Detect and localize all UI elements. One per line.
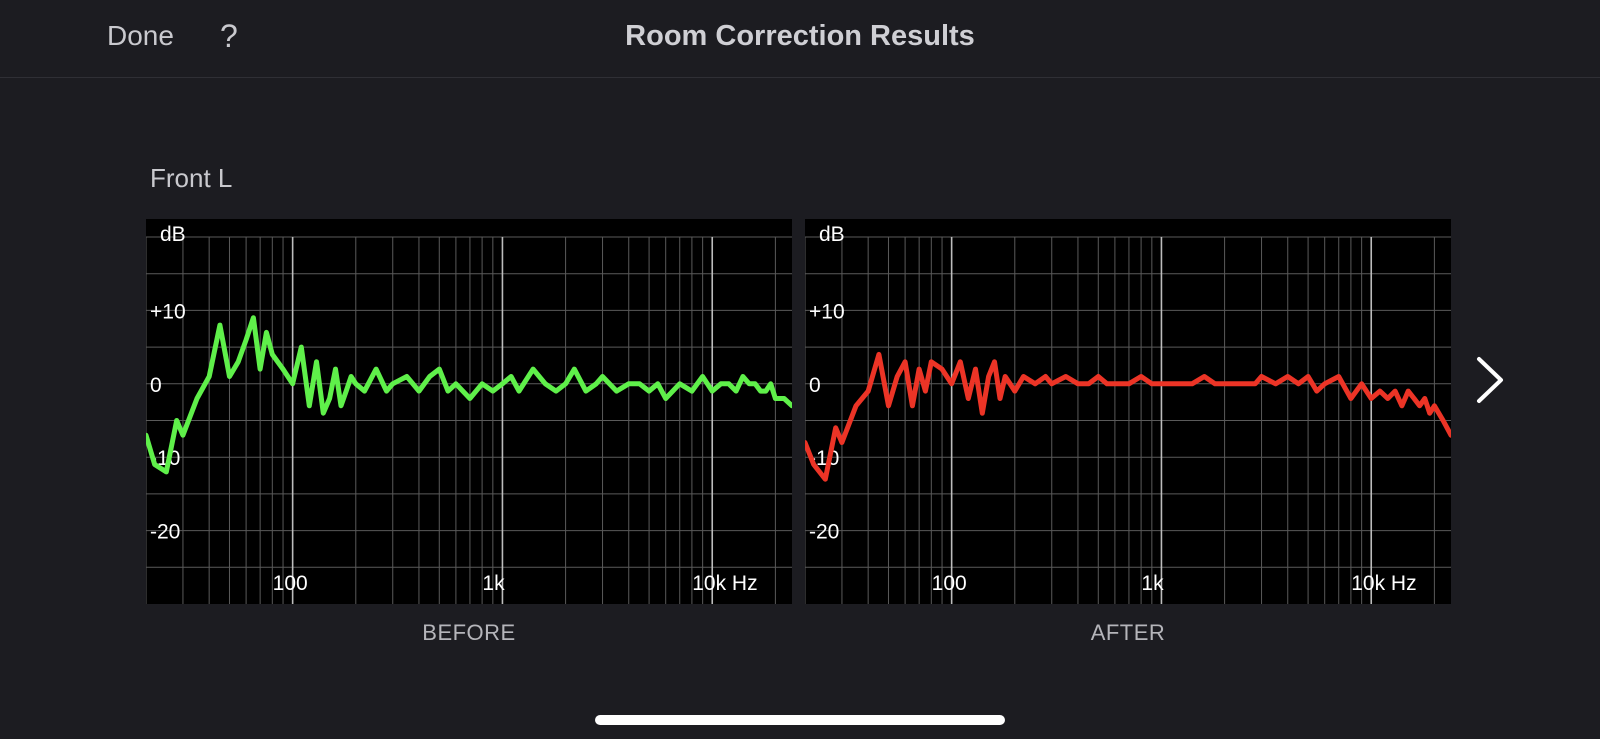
x-tick-label: 10k Hz (692, 572, 757, 595)
page-title: Room Correction Results (625, 20, 975, 52)
top-bar: Done ? Room Correction Results (0, 0, 1600, 78)
x-tick-label: 1k (482, 572, 505, 595)
y-axis-label: dB (160, 223, 186, 246)
y-tick-label: 0 (809, 374, 821, 397)
x-tick-label: 1k (1141, 572, 1164, 595)
y-axis-label: dB (819, 223, 845, 246)
next-chevron-button[interactable] (1470, 355, 1510, 405)
after-caption: AFTER (1090, 620, 1166, 645)
y-tick-label: -20 (809, 521, 839, 544)
speaker-label: Front L (150, 163, 233, 193)
y-tick-label: 0 (150, 374, 162, 397)
y-tick-label: +10 (809, 300, 845, 323)
done-button[interactable]: Done (107, 20, 174, 51)
y-tick-label: +10 (150, 300, 186, 323)
x-tick-label: 10k Hz (1351, 572, 1416, 595)
chevron-right-icon (1477, 357, 1503, 403)
help-button[interactable]: ? (220, 18, 238, 54)
x-tick-label: 100 (932, 572, 967, 595)
before-chart: dB +10 0 -10 -20 100 1k 10k Hz (146, 219, 792, 604)
after-chart: dB +10 0 -10 -20 100 1k 10k Hz (805, 219, 1451, 604)
before-response-line (146, 315, 792, 475)
home-indicator[interactable] (595, 715, 1005, 725)
x-tick-label: 100 (273, 572, 308, 595)
before-caption: BEFORE (422, 620, 516, 645)
y-tick-label: -20 (150, 521, 180, 544)
after-response-line (805, 351, 1451, 482)
